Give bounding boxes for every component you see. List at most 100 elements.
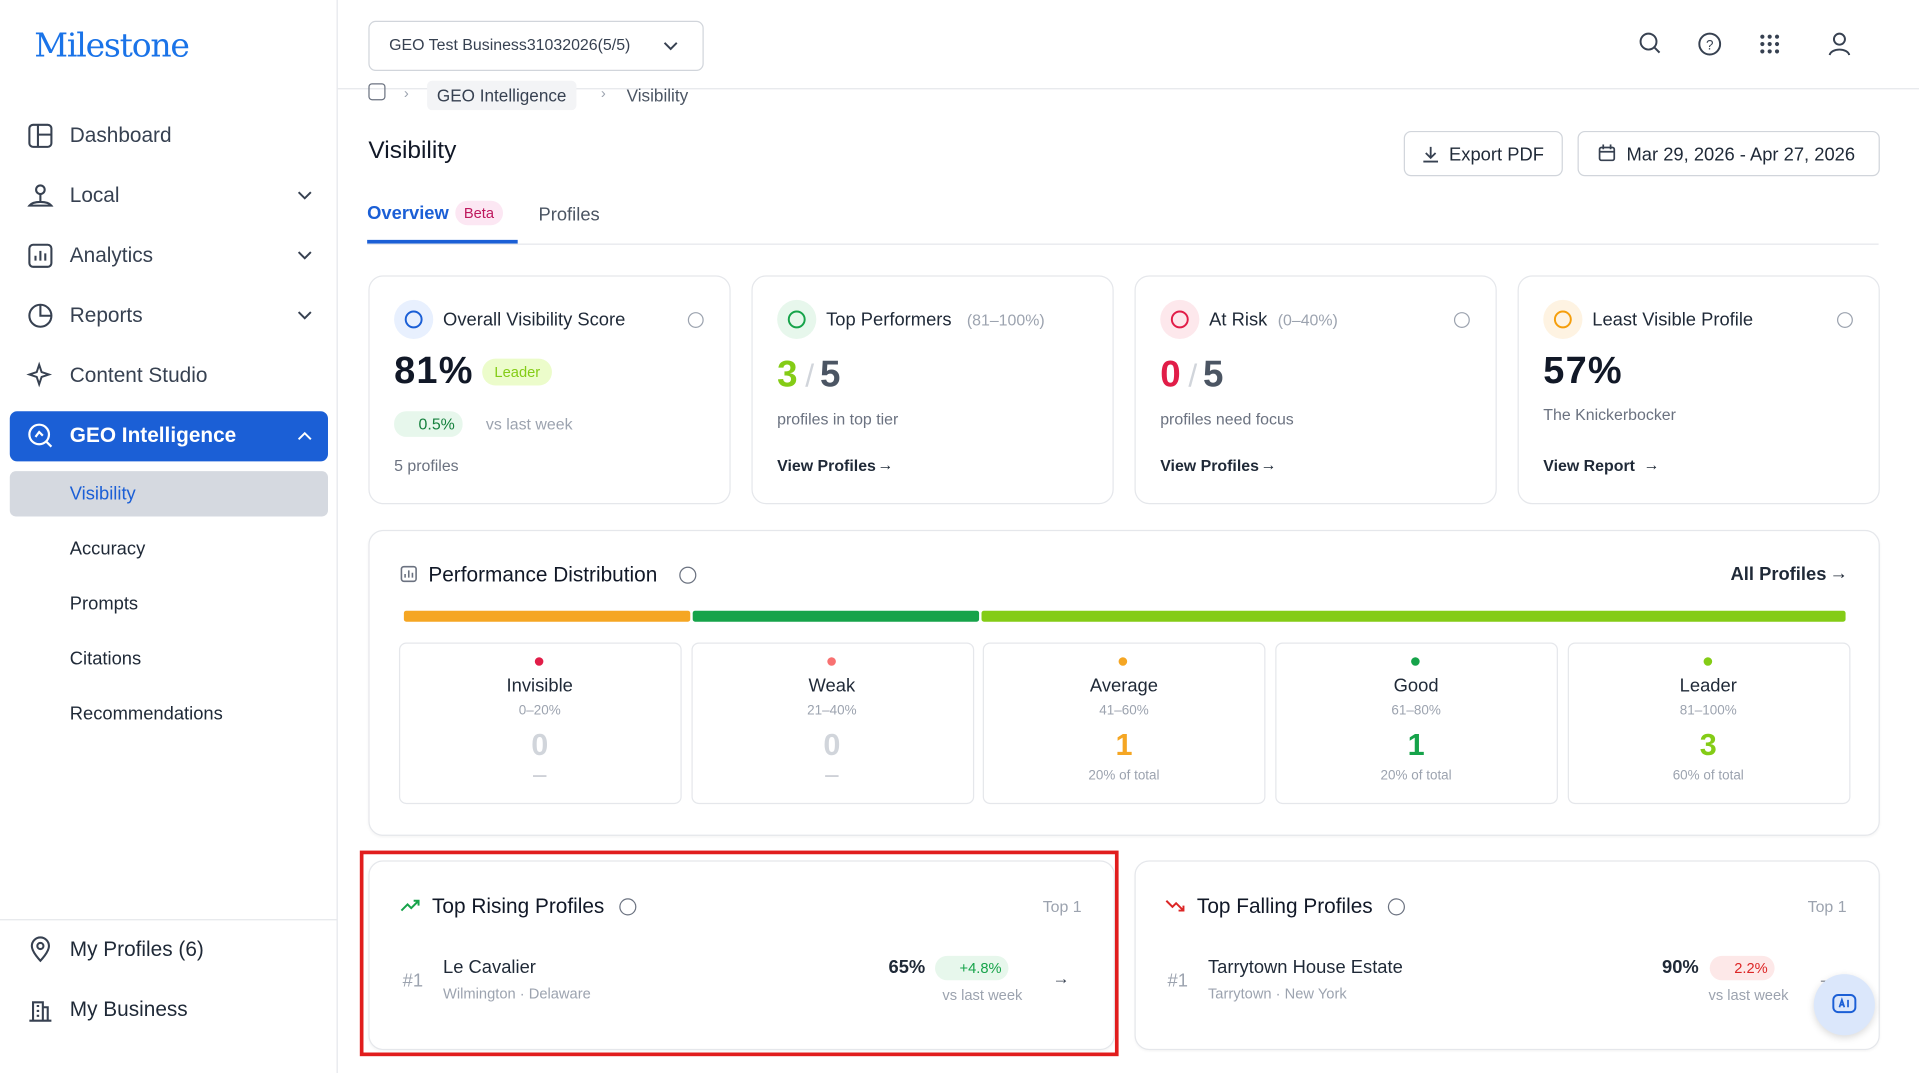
segment-dot (1703, 657, 1712, 666)
nav-item[interactable]: Reports (69, 303, 143, 327)
breadcrumb-link[interactable]: GEO Intelligence (427, 80, 577, 111)
change-pill: 0.5% (394, 411, 463, 437)
panel-link[interactable]: All Profiles (1730, 564, 1827, 586)
change-pill: +4.8% (935, 955, 1009, 981)
export-label: Export PDF (1449, 144, 1544, 166)
date-button[interactable]: Mar 29, 2026 - Apr 27, 2026 (1577, 130, 1880, 177)
ai-icon (1832, 994, 1857, 1014)
nav-item[interactable]: Dashboard (69, 123, 172, 147)
card-note: profiles need focus (1160, 409, 1294, 429)
divider (0, 919, 337, 921)
profile-score: 90% (1661, 957, 1699, 978)
change-note: vs last week (942, 986, 1023, 1004)
card-icon-glyph (1553, 310, 1572, 329)
card-icon (394, 299, 434, 340)
card-link[interactable]: View Profiles (777, 456, 876, 475)
profile-name[interactable]: Le Cavalier (443, 957, 536, 978)
nav-item[interactable]: Content Studio (69, 363, 208, 387)
rank: #1 (402, 970, 424, 992)
segment-range: 81–100% (1679, 703, 1737, 719)
nav-item[interactable]: GEO Intelligence (69, 423, 237, 447)
profile-name[interactable]: Tarrytown House Estate (1207, 957, 1403, 978)
card-total: 5 (819, 354, 841, 396)
nav-item[interactable]: Local (69, 183, 120, 207)
separator: › (403, 84, 409, 102)
card-badge: Leader (482, 358, 553, 386)
profile-score: 65% (888, 957, 926, 978)
segment-count: 0 (823, 728, 841, 763)
segment-share: 20% of total (1088, 768, 1160, 784)
help-icon (679, 566, 697, 584)
card-title: Overall Visibility Score (443, 309, 626, 331)
separator: › (600, 84, 606, 102)
card-footer: 5 profiles (394, 456, 459, 475)
logo[interactable]: Milestone (34, 26, 190, 65)
card-range: (81–100%) (966, 310, 1045, 330)
segment-range: 41–60% (1099, 703, 1149, 719)
card-total: 5 (1203, 354, 1224, 396)
tabs-line (367, 243, 1879, 245)
segment-share: 60% of total (1672, 768, 1744, 784)
business-select[interactable]: GEO Test Business31032026(5/5) (368, 20, 704, 71)
help-icon (1836, 312, 1853, 328)
card-title: Top Performers (826, 309, 952, 331)
stat-card (751, 275, 1114, 505)
card-link[interactable]: View Profiles (1160, 456, 1259, 475)
tab[interactable]: Overview (367, 203, 449, 224)
segment-range: 61–80% (1391, 703, 1441, 719)
nav-item[interactable]: My Business (69, 997, 188, 1021)
segment-box (1275, 642, 1559, 805)
nav-icon (29, 1001, 52, 1022)
card-range: (0–40%) (1277, 310, 1338, 330)
card-icon (777, 299, 817, 340)
calendar-icon (1598, 144, 1616, 162)
segment-dot (1411, 657, 1420, 666)
svg-text:?: ? (1706, 38, 1713, 53)
breadcrumb-current: Visibility (626, 85, 689, 106)
chevron (663, 42, 678, 51)
arrow[interactable]: → (1052, 968, 1070, 988)
panel-tag: Top 1 (1042, 897, 1082, 916)
segment-range: 0–20% (518, 703, 561, 719)
header-icons[interactable]: ? (1634, 27, 1879, 64)
segment-box (1567, 642, 1851, 805)
distribution-bar (403, 610, 691, 622)
segment-dot (1119, 657, 1128, 666)
home-icon[interactable] (368, 83, 386, 101)
subnav-item[interactable]: Accuracy (69, 538, 146, 560)
chart-icon (400, 565, 417, 583)
chevron (297, 431, 312, 441)
export-button[interactable]: Export PDF (1403, 130, 1563, 177)
card-icon-glyph (787, 310, 806, 329)
active-subnav-bg[interactable] (9, 471, 328, 517)
business-name: GEO Test Business31032026(5/5) (389, 35, 631, 54)
highlight-box (359, 850, 1119, 1057)
subnav-item[interactable]: Recommendations (69, 703, 223, 725)
arrow: → (1829, 562, 1849, 584)
segment-name: Good (1393, 675, 1439, 697)
segment-box (691, 642, 974, 805)
card-title: At Risk (1209, 309, 1268, 331)
card-slash: / (1188, 357, 1198, 395)
card-value: 81% (394, 348, 474, 392)
nav-item[interactable]: My Profiles (6) (69, 937, 204, 961)
segment-count: 1 (1115, 728, 1133, 763)
subnav-item[interactable]: Citations (69, 648, 142, 670)
segment-share: 20% of total (1380, 768, 1452, 784)
active-nav-bg[interactable] (9, 411, 328, 462)
nav-icon (27, 184, 54, 207)
subnav-item[interactable]: Visibility (69, 483, 136, 505)
chevron (297, 191, 312, 200)
nav-item[interactable]: Analytics (69, 243, 154, 267)
sidebar (0, 0, 338, 1073)
change-note: vs last week (1708, 986, 1789, 1004)
stat-card (368, 275, 731, 505)
nav-icon (28, 303, 53, 328)
nav-icon (28, 243, 53, 268)
card-link[interactable]: View Report (1543, 456, 1635, 475)
subnav-item[interactable]: Prompts (69, 593, 139, 615)
change-pill: 2.2% (1709, 955, 1776, 981)
segment-count: 1 (1407, 728, 1425, 763)
tab[interactable]: Profiles (538, 204, 600, 226)
